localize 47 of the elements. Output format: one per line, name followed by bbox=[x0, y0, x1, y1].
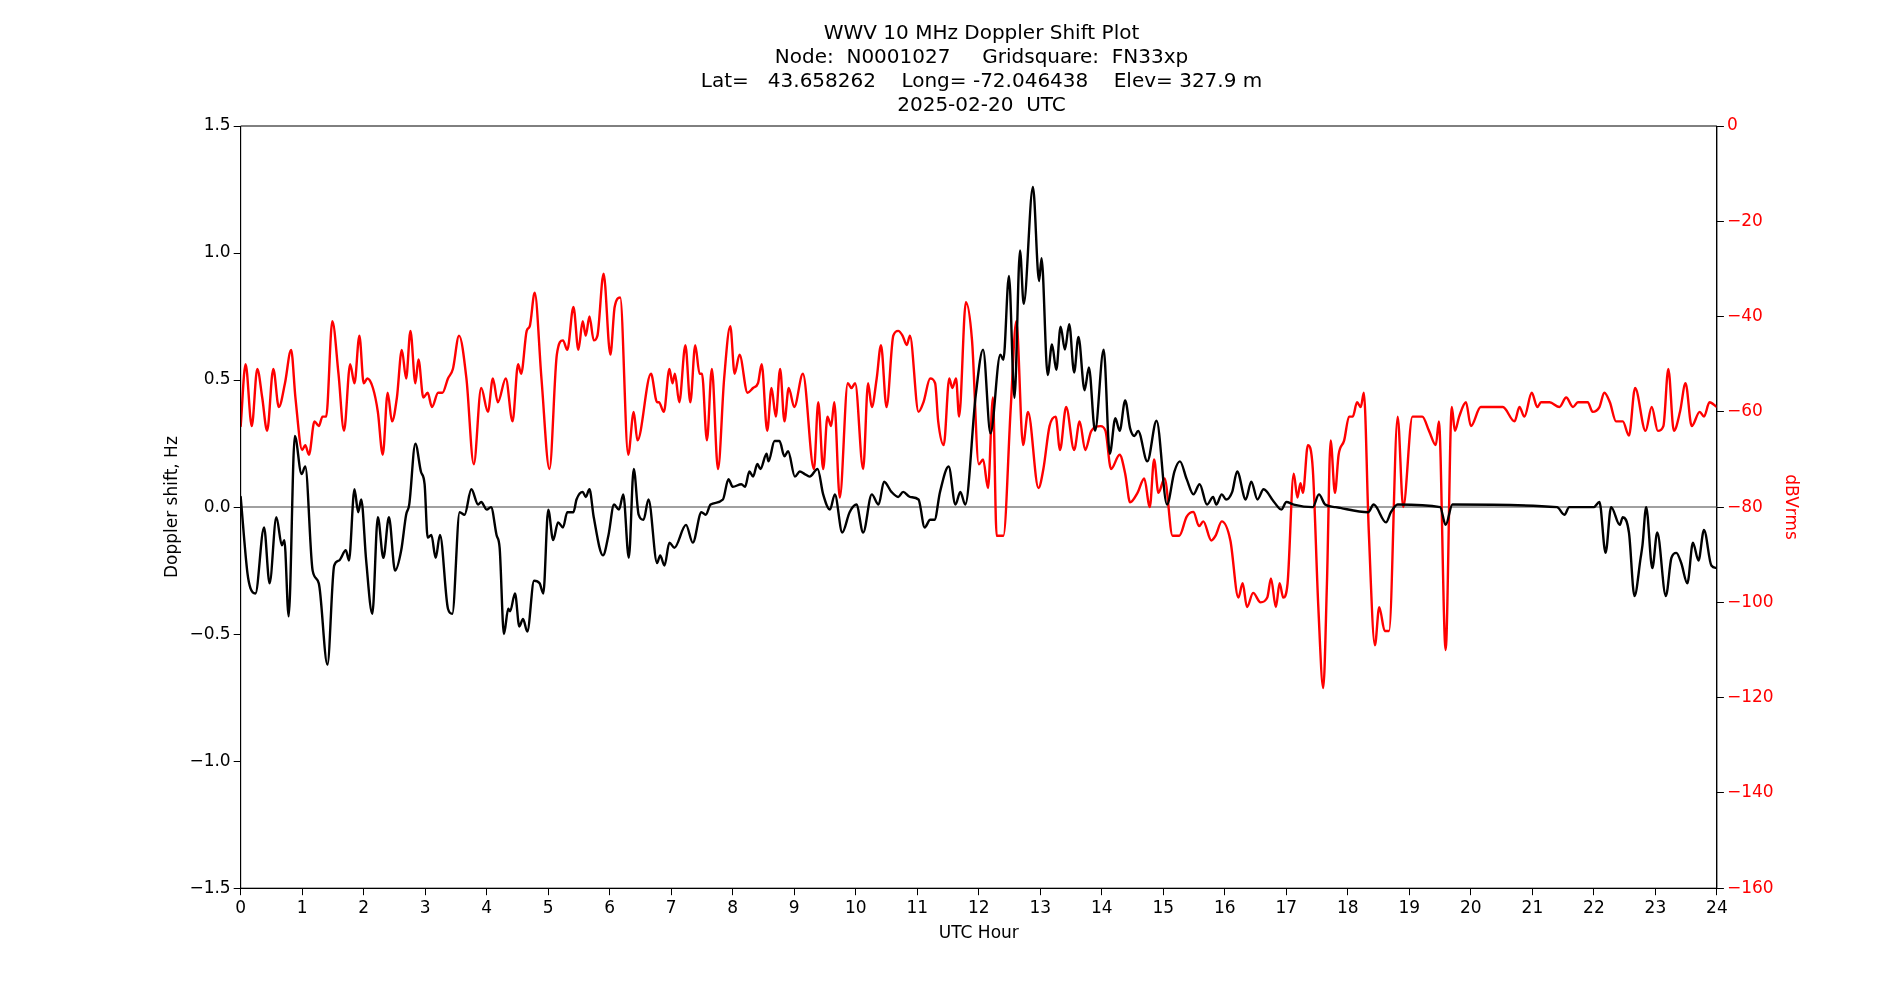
x-tick-label: 4 bbox=[481, 896, 493, 917]
chart-title: WWV 10 MHz Doppler Shift Plot bbox=[823, 20, 1140, 45]
y2-tick-label: −40 bbox=[1726, 304, 1763, 325]
x-tick-label: 7 bbox=[665, 896, 677, 917]
x-tick-label: 17 bbox=[1275, 896, 1298, 917]
y-tick-label: 0.5 bbox=[203, 368, 231, 389]
x-tick-label: 20 bbox=[1460, 896, 1482, 917]
x-tick-label: 11 bbox=[906, 896, 929, 917]
x-tick-label: 12 bbox=[967, 896, 990, 917]
x-tick-label: 24 bbox=[1706, 896, 1728, 917]
x-tick-label: 2 bbox=[358, 896, 370, 917]
x-tick-label: 16 bbox=[1214, 896, 1236, 917]
y2-tick-label: −140 bbox=[1726, 781, 1774, 802]
y2-tick-label: −20 bbox=[1726, 209, 1763, 230]
x-tick-label: 5 bbox=[542, 896, 554, 917]
x-tick-label: 18 bbox=[1337, 896, 1359, 917]
x-tick-label: 8 bbox=[727, 896, 739, 917]
chart-subtitle: Node: N0001027 Gridsquare: FN33xp Lat= 43.658262 Long= -72.046438 Elev= 327.9 m 2025-02-20 UTC bbox=[700, 44, 1263, 117]
y-tick-label: 1.0 bbox=[203, 241, 231, 262]
x-tick-label: 13 bbox=[1029, 896, 1052, 917]
x-tick-label: 15 bbox=[1152, 896, 1175, 917]
y2-axis-title: dBVrms bbox=[1782, 474, 1803, 541]
x-tick-label: 21 bbox=[1521, 896, 1544, 917]
y2-tick-label: −60 bbox=[1726, 400, 1763, 421]
y-tick-label: 1.5 bbox=[203, 114, 231, 135]
x-tick-label: 1 bbox=[296, 896, 308, 917]
y2-tick-label: 0 bbox=[1726, 114, 1738, 135]
y-tick-label: −0.5 bbox=[189, 622, 231, 643]
y2-tick-label: −100 bbox=[1726, 590, 1774, 611]
x-tick-label: 19 bbox=[1398, 896, 1421, 917]
x-tick-label: 23 bbox=[1644, 896, 1667, 917]
y2-tick-label: −80 bbox=[1726, 495, 1763, 516]
line-series bbox=[240, 272, 1717, 690]
y-axis-title: Doppler shift, Hz bbox=[160, 436, 181, 579]
x-tick-label: 0 bbox=[235, 896, 247, 917]
y2-tick-label: −160 bbox=[1726, 876, 1774, 897]
y-tick-label: −1.0 bbox=[189, 749, 231, 770]
x-axis-title: UTC Hour bbox=[938, 922, 1019, 943]
y-tick-label: 0.0 bbox=[203, 495, 231, 516]
y2-tick-label: −120 bbox=[1726, 686, 1774, 707]
x-tick-label: 6 bbox=[604, 896, 616, 917]
y-tick-label: −1.5 bbox=[189, 876, 231, 897]
x-tick-label: 9 bbox=[788, 896, 800, 917]
x-tick-label: 14 bbox=[1090, 896, 1113, 917]
x-tick-label: 3 bbox=[419, 896, 431, 917]
x-tick-label: 10 bbox=[844, 896, 867, 917]
x-tick-label: 22 bbox=[1583, 896, 1605, 917]
